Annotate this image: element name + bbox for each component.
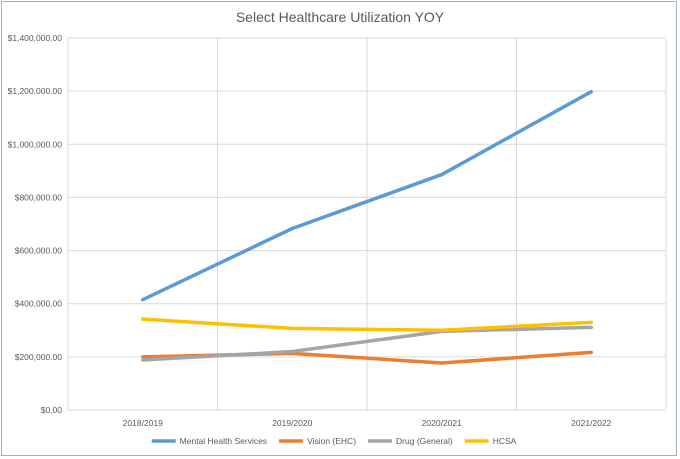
y-tick-label: $800,000.00: [15, 192, 63, 202]
series-line: [141, 317, 593, 333]
y-tick-label: $1,000,000.00: [8, 139, 63, 149]
series-line: [141, 325, 593, 362]
y-tick-label: $1,400,000.00: [8, 33, 63, 43]
legend-label: Vision (EHC): [307, 436, 356, 446]
y-tick-label: $200,000.00: [15, 352, 63, 362]
x-tick-label: 2020/2021: [422, 418, 462, 428]
series-lines: [141, 89, 593, 365]
legend-label: Drug (General): [396, 436, 453, 446]
series-line: [141, 89, 593, 302]
chart-title: Select Healthcare Utilization YOY: [236, 9, 445, 25]
y-tick-label: $0.00: [41, 405, 63, 415]
legend-label: HCSA: [493, 436, 517, 446]
x-tick-label: 2018/2019: [123, 418, 163, 428]
x-axis-ticks: 2018/2019 2019/2020 2020/2021 2021/2022: [123, 418, 612, 428]
x-tick-label: 2021/2022: [571, 418, 611, 428]
y-tick-label: $1,200,000.00: [8, 86, 63, 96]
legend-label: Mental Health Services: [180, 436, 267, 446]
y-tick-label: $600,000.00: [15, 246, 63, 256]
legend: Mental Health Services Vision (EHC) Drug (…: [151, 436, 517, 446]
y-axis-ticks: $0.00 $200,000.00 $400,000.00 $600,000.00 $8…: [8, 33, 63, 415]
y-tick-label: $400,000.00: [15, 299, 63, 309]
x-tick-label: 2019/2020: [272, 418, 312, 428]
